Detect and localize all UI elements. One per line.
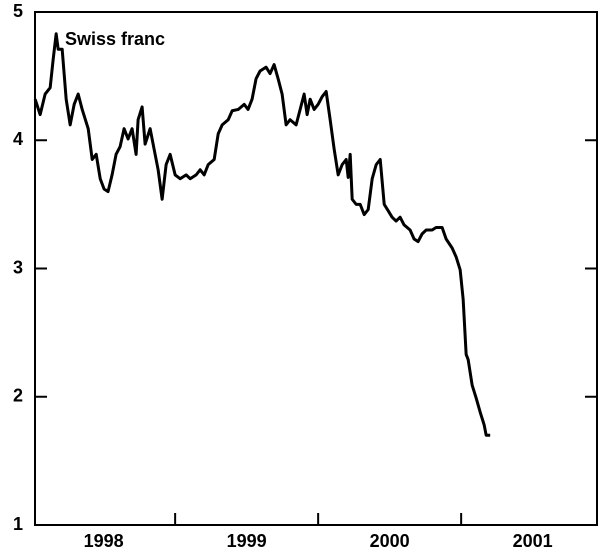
y-tick-label: 3 (13, 257, 23, 277)
line-series (33, 32, 491, 437)
y-tick-label: 5 (13, 1, 23, 21)
x-tick-label: 1999 (227, 531, 267, 551)
plot-frame (34, 11, 598, 526)
x-tick-label: 2001 (513, 531, 553, 551)
x-tick-label: 1998 (84, 531, 124, 551)
y-tick-label: 4 (13, 129, 23, 149)
x-tick-label: 2000 (370, 531, 410, 551)
y-tick-label: 2 (13, 386, 23, 406)
y-tick-label: 1 (13, 514, 23, 534)
annotation: Swiss franc (65, 29, 165, 49)
